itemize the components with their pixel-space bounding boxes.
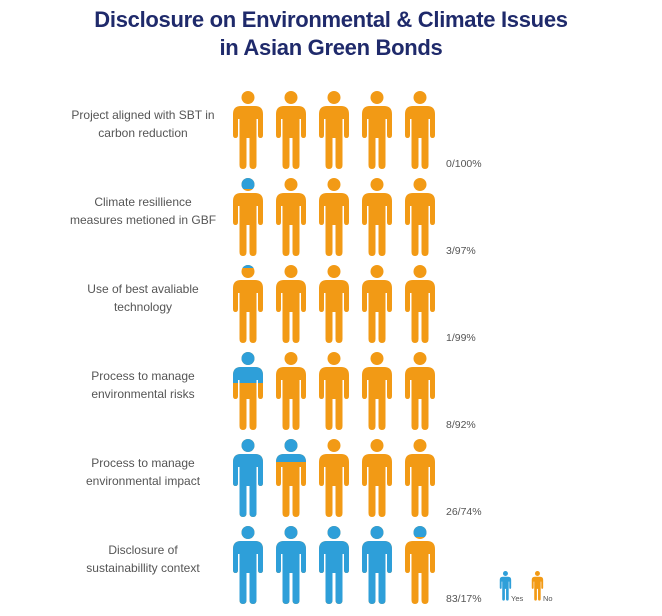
person-icon (319, 178, 349, 256)
row-value-label: 3/97% (446, 245, 476, 257)
person-icon (233, 439, 263, 517)
pictogram-row: Climate resillience measures metioned in … (70, 178, 476, 257)
person-icon (319, 352, 349, 430)
chart-title: Disclosure on Environmental & Climate Is… (0, 6, 662, 62)
person-icon (362, 91, 392, 169)
person-icon (233, 91, 263, 169)
row-value-label: 0/100% (446, 158, 482, 170)
row-label: environmental impact (86, 474, 201, 488)
row-label: technology (114, 300, 172, 314)
row-value-label: 26/74% (446, 506, 482, 518)
person-icon (233, 526, 263, 604)
row-label: Climate resillience (94, 195, 192, 209)
person-icon (233, 352, 263, 430)
person-icon (276, 352, 306, 430)
person-icon (319, 265, 349, 343)
person-icon (405, 265, 435, 343)
person-icon (319, 439, 349, 517)
row-label: environmental risks (91, 387, 194, 401)
legend-label: Yes (511, 594, 523, 603)
person-icon (362, 439, 392, 517)
row-label: Process to manage (91, 456, 195, 470)
pictogram-row: Process to manage environmental impact 26/… (86, 439, 482, 518)
row-value-label: 83/17% (446, 593, 482, 605)
person-icon (362, 352, 392, 430)
person-icon (276, 91, 306, 169)
legend-no-icon (531, 571, 544, 601)
row-label: Project aligned with SBT in (71, 108, 214, 122)
row-label: Disclosure of (108, 543, 178, 557)
pictogram-row: Project aligned with SBT in carbon reduct… (71, 91, 482, 170)
chart-title-line-2: in Asian Green Bonds (219, 35, 443, 60)
person-icon (405, 91, 435, 169)
pictogram-row: Use of best avaliable technology 1/99% (87, 265, 476, 344)
person-icon (276, 526, 306, 604)
person-icon (276, 178, 306, 256)
person-icon (405, 526, 435, 604)
row-value-label: 8/92% (446, 419, 476, 431)
person-icon (362, 265, 392, 343)
person-icon (276, 265, 306, 343)
row-value-label: 1/99% (446, 332, 476, 344)
person-icon (362, 178, 392, 256)
chart-title-line-1: Disclosure on Environmental & Climate Is… (94, 7, 568, 32)
legend-yes-icon (499, 571, 512, 601)
person-icon (233, 178, 263, 256)
legend: Yes No (499, 571, 553, 603)
pictogram-row: Process to manage environmental risks 8/92… (91, 352, 476, 431)
row-label: carbon reduction (98, 126, 187, 140)
pictogram-row: Disclosure of sustainabillity context 83/1… (86, 526, 482, 605)
legend-label: No (543, 594, 553, 603)
row-label: Use of best avaliable (87, 282, 199, 296)
person-icon (319, 91, 349, 169)
person-icon (405, 439, 435, 517)
person-icon (319, 526, 349, 604)
person-icon (405, 178, 435, 256)
person-icon (362, 526, 392, 604)
person-icon (233, 265, 263, 343)
person-icon (405, 352, 435, 430)
row-label: measures metioned in GBF (70, 213, 216, 227)
row-label: Process to manage (91, 369, 195, 383)
person-icon (276, 439, 306, 517)
row-label: sustainabillity context (86, 561, 200, 575)
